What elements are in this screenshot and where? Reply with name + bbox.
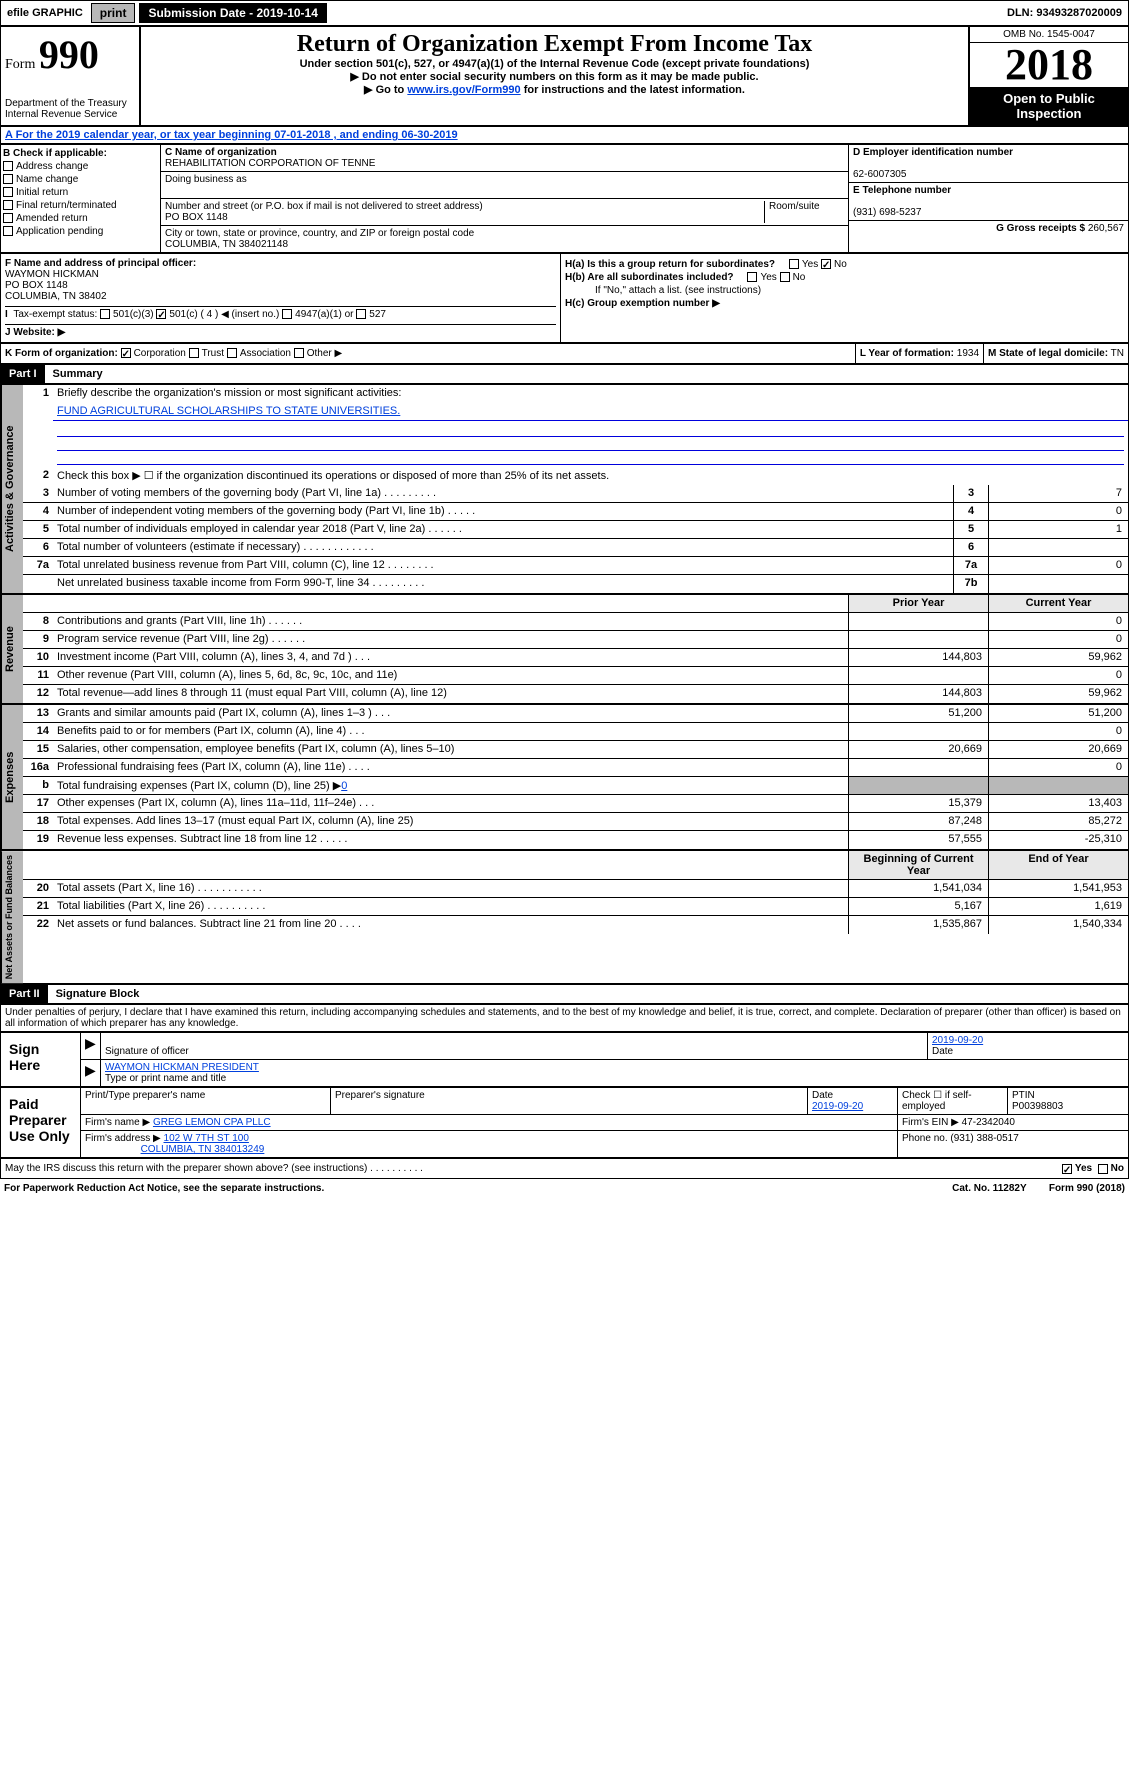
form-link[interactable]: www.irs.gov/Form990 [407, 84, 520, 96]
header: Form 990 Department of the Treasury Inte… [0, 26, 1129, 126]
efile-lbl: efile GRAPHIC [1, 5, 89, 21]
k-corp[interactable] [121, 348, 131, 358]
title: Return of Organization Exempt From Incom… [145, 31, 964, 58]
net-assets: Net Assets or Fund Balances Beginning of… [0, 850, 1129, 984]
501c3-cb[interactable] [100, 309, 110, 319]
h-section: H(a) Is this a group return for subordin… [561, 254, 1128, 342]
part2-header: Part II Signature Block [0, 984, 1129, 1004]
discuss-row: May the IRS discuss this return with the… [0, 1158, 1129, 1179]
perjury: Under penalties of perjury, I declare th… [0, 1004, 1129, 1032]
revenue: Revenue Prior YearCurrent Year 8Contribu… [0, 594, 1129, 704]
k-other[interactable] [294, 348, 304, 358]
sub-date-btn[interactable]: Submission Date - 2019-10-14 [139, 3, 326, 23]
part1-header: Part I Summary [0, 364, 1129, 384]
paid-preparer: Paid Preparer Use Only Print/Type prepar… [0, 1087, 1129, 1158]
amended-cb[interactable] [3, 213, 13, 223]
print-btn[interactable]: print [91, 3, 136, 23]
501c-cb[interactable] [156, 309, 166, 319]
title-area: Return of Organization Exempt From Incom… [141, 27, 968, 125]
expenses: Expenses 13Grants and similar amounts pa… [0, 704, 1129, 850]
sign-here: Sign Here ▶ Signature of officer 2019-09… [0, 1032, 1129, 1087]
vtab-ag: Activities & Governance [1, 385, 23, 593]
col-b: B Check if applicable: Address change Na… [1, 145, 161, 252]
vtab-rev: Revenue [1, 595, 23, 703]
k-trust[interactable] [189, 348, 199, 358]
vtab-na: Net Assets or Fund Balances [1, 851, 23, 983]
col-c: C Name of organizationREHABILITATION COR… [161, 145, 848, 252]
row-fh: F Name and address of principal officer:… [0, 253, 1129, 343]
addr-change-cb[interactable] [3, 161, 13, 171]
col-deg: D Employer identification number62-60073… [848, 145, 1128, 252]
year-box: OMB No. 1545-0047 2018 Open to Public In… [968, 27, 1128, 125]
ha-yes[interactable] [789, 259, 799, 269]
final-cb[interactable] [3, 200, 13, 210]
dln: DLN: 93493287020009 [1001, 5, 1128, 21]
top-bar: efile GRAPHIC print Submission Date - 20… [0, 0, 1129, 26]
hb-no[interactable] [780, 272, 790, 282]
discuss-no[interactable] [1098, 1164, 1108, 1174]
row-klm: K Form of organization: Corporation Trus… [0, 343, 1129, 364]
k-assoc[interactable] [227, 348, 237, 358]
principal-officer: F Name and address of principal officer:… [1, 254, 561, 342]
form-id: Form 990 Department of the Treasury Inte… [1, 27, 141, 125]
activities-governance: Activities & Governance 1Briefly describ… [0, 384, 1129, 594]
initial-cb[interactable] [3, 187, 13, 197]
4947-cb[interactable] [282, 309, 292, 319]
footer: For Paperwork Reduction Act Notice, see … [0, 1179, 1129, 1198]
discuss-yes[interactable] [1062, 1164, 1072, 1174]
527-cb[interactable] [356, 309, 366, 319]
ha-no[interactable] [821, 259, 831, 269]
hb-yes[interactable] [747, 272, 757, 282]
vtab-exp: Expenses [1, 705, 23, 849]
app-pending-cb[interactable] [3, 226, 13, 236]
section-b-g: B Check if applicable: Address change Na… [0, 144, 1129, 253]
name-change-cb[interactable] [3, 174, 13, 184]
row-a: A For the 2019 calendar year, or tax yea… [0, 126, 1129, 144]
